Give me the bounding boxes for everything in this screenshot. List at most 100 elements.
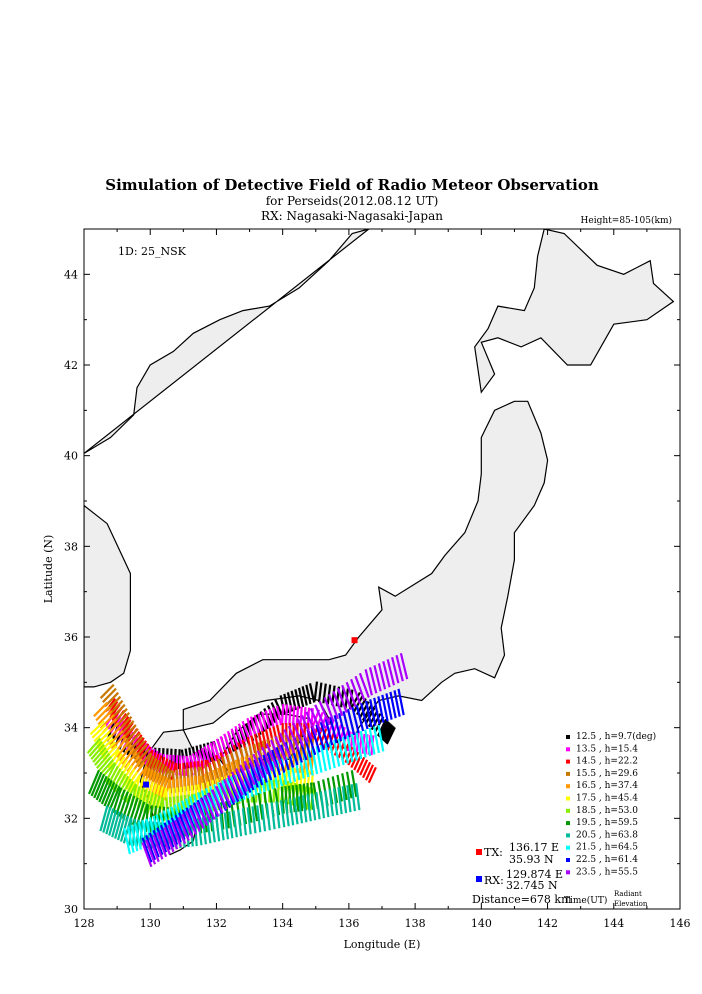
series-9-point [219,813,225,841]
series-10-point [328,741,336,769]
series-11-point [163,822,175,848]
series-10-point [315,746,323,773]
series-1-point [379,720,390,739]
series-11-point [385,693,393,720]
series-12-point [152,834,164,860]
series-2-point [230,728,240,748]
coastline-2 [84,504,131,688]
series-4-point [199,766,207,789]
series-2-point [264,710,272,730]
series-2-point [203,746,212,766]
y-tick-label: 30 [64,903,78,916]
chart-subtitle: for Perseids(2012.08.12 UT) [266,194,439,208]
legend: 12.5 , h=9.7(deg) 13.5 , h=15.4 14.5 , h=2… [566,731,656,877]
series-8-point [257,792,264,820]
series-9-point [237,809,243,837]
series-3-point [350,751,360,769]
series-12-point [243,760,256,786]
series-9-point [350,784,356,812]
id-label: 1D: 25_NSK [118,245,187,258]
legend-swatch [566,833,570,838]
series-2-point [268,708,275,729]
series-5-point [97,710,113,726]
x-tick-label: 130 [140,917,161,930]
series-1-point [274,699,284,718]
series-10-point [342,736,350,764]
series-3-point [253,733,260,752]
series-2-point [288,705,292,726]
series-12-point [223,778,236,803]
series-12-point [364,669,373,696]
series-12-point [283,729,296,754]
series-11-point [253,759,264,786]
series-3-point [362,761,372,779]
series-12-point [247,757,261,782]
series-11-point [310,726,321,753]
series-4-point [234,750,243,773]
legend-swatch [566,771,570,776]
series-12-point [214,785,228,810]
series-7-point [92,746,107,763]
series-6-point [97,734,113,750]
series-4-point [217,758,225,781]
series-10-point [368,727,376,755]
series-11-point [393,690,401,717]
series-10-point [350,733,358,761]
series-8-point [87,769,100,795]
series-1-point [301,686,308,706]
series-2-point [257,713,264,733]
series-11-point [360,702,369,730]
series-12-point [235,768,248,792]
x-tick-label: 138 [405,917,426,930]
rx-label: RX: [484,874,504,887]
x-tick-label: 128 [74,917,95,930]
series-9-point [328,789,334,817]
series-10-point [123,827,131,855]
y-tick-label: 36 [64,631,78,644]
legend-swatch [566,808,570,813]
series-8-point [138,803,149,830]
receiver-line: RX: Nagasaki-Nagasaki-Japan [261,209,443,223]
series-9-point [275,801,281,829]
series-12-point [199,798,212,823]
series-12-point [195,801,209,826]
series-9-point [241,808,247,836]
series-11-point [355,704,365,732]
series-12-point [350,678,362,704]
series-8-point [336,774,343,802]
series-2-point [209,742,218,762]
series-4-point [137,752,153,768]
series-11-point [145,835,157,861]
series-12-point [318,700,331,726]
series-layer [86,653,409,868]
legend-swatch [566,796,570,801]
legend-swatch [566,870,570,875]
series-6-point [89,720,105,736]
y-tick-label: 42 [64,359,78,372]
series-9-point [265,803,271,831]
series-9-point [232,810,238,838]
series-12-point [192,804,205,829]
series-12-point [300,714,314,740]
legend-swatch [566,759,570,764]
series-11-point [315,724,326,751]
legend-radiant-caption: Radiant [614,890,642,898]
coastline-1 [84,229,370,454]
series-12-point [274,736,287,761]
series-12-point [377,663,387,690]
legend-entry: 17.5 , h=45.4 [576,794,638,804]
series-3-point [356,756,366,774]
legend-entry: 19.5 , h=59.5 [576,818,638,828]
series-3-point [276,724,282,743]
series-2-point [284,704,289,725]
legend-entry: 12.5 , h=9.7(deg) [576,731,656,742]
tx-marker-swatch [476,849,482,855]
series-10-point [126,826,135,853]
series-9-point [228,811,234,839]
x-tick-label: 142 [537,917,558,930]
series-2-point [237,723,247,742]
legend-entry: 15.5 , h=29.6 [576,769,638,779]
tx-info: TX: 136.17 E 35.93 N [476,841,559,866]
series-11-point [148,832,160,858]
series-1-point [381,722,392,741]
